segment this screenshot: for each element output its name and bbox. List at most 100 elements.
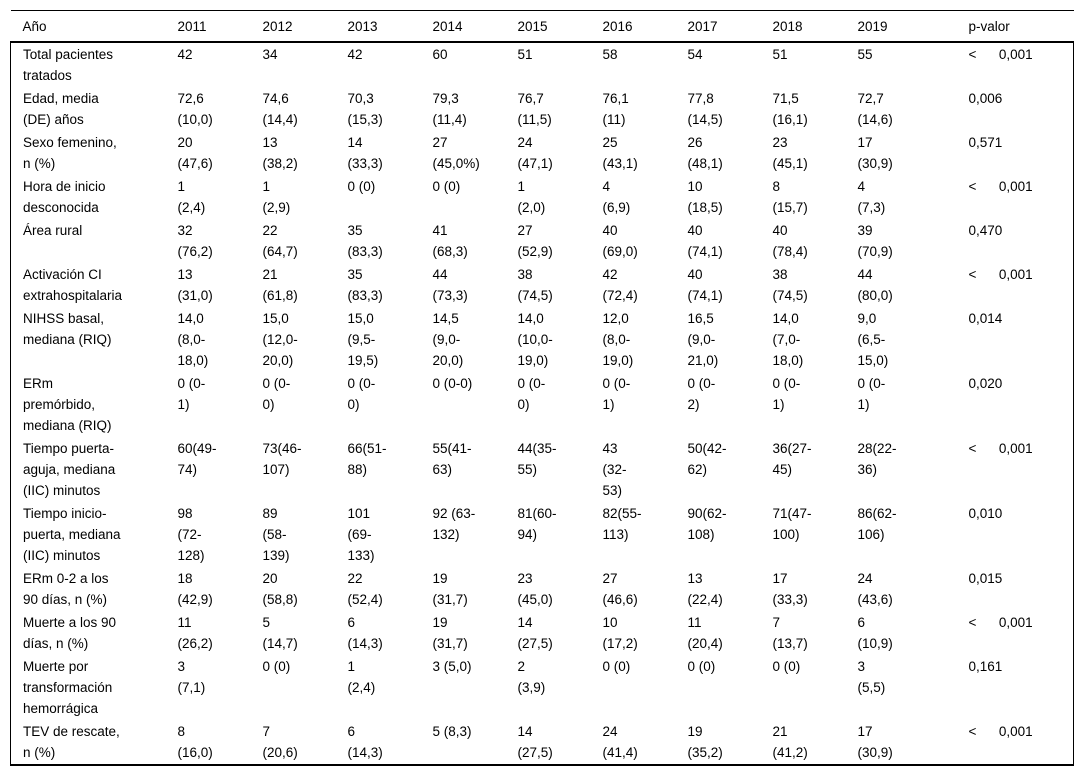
value-cell: 15,0 (12,0- 20,0) [262,311,298,368]
value-cell: 43 (32- 53) [602,441,627,498]
value-cell: 0 (0- 1) [772,376,801,412]
value-cell: 41 (68,3) [432,223,468,259]
value-cell: 58 [602,47,618,62]
value-cell: 51 [772,47,788,62]
row-label: Hora de inicio desconocida [10,175,178,219]
value-cell: 6 (14,3) [347,720,433,766]
value-cell: 17 (30,9) [857,720,943,766]
column-header-2018: 2018 [772,10,858,43]
value-cell: 71,5 (16,1) [772,91,808,127]
table-row: Tiempo inicio- puerta, mediana (IIC) min… [10,502,1074,567]
value-cell: 10 (18,5) [687,179,723,215]
table-row: ERm premórbido, mediana (RIQ) 0 (0- 1) 0 (… [10,372,1074,437]
value-cell: 92 (63- 132) [432,506,476,542]
value-cell: 14 (33,3) [347,135,383,171]
value-cell: 36(27- 45) [772,441,812,477]
row-label: Tiempo puerta- aguja, mediana (IIC) minu… [10,437,178,502]
value-cell: 42 [347,47,363,62]
column-header-2012: 2012 [262,10,348,43]
header-row: Año 2011 2012 2013 2014 2015 2016 2017 2018 2019 p… [10,10,1074,43]
value-cell: 0 (0) [772,659,801,674]
table-row: Activación CI extrahospitalaria 13 (31,0)… [10,263,1074,307]
value-cell: 1 (2,4) [347,659,376,695]
value-cell: 13 (31,0) [177,267,213,303]
value-cell: 82(55- 113) [602,506,642,542]
value-cell: 0 (0) [262,659,291,674]
value-cell: 24 (47,1) [517,135,553,171]
value-cell: 27 (46,6) [602,571,638,607]
value-cell: 21 (41,2) [772,720,858,766]
column-header-2016: 2016 [602,10,688,43]
table-row: Sexo femenino, n (%) 20 (47,6) 13 (38,2) 14… [10,131,1074,175]
value-cell: 12,0 (8,0- 19,0) [602,311,634,368]
value-cell: 25 (43,1) [602,135,638,171]
value-cell: 7 (20,6) [262,720,348,766]
value-cell: 44 (73,3) [432,267,468,303]
value-cell: 14 (27,5) [517,615,553,651]
row-label: Área rural [10,219,178,263]
value-cell: 98 (72- 128) [177,506,205,563]
value-cell: 22 (64,7) [262,223,298,259]
column-header-p-valor: p-valor [942,10,1074,43]
value-cell: 4 (7,3) [857,179,886,215]
value-cell: 40 (78,4) [772,223,808,259]
p-value-cell: 0,006 [942,87,1074,131]
column-header-2015: 2015 [517,10,603,43]
value-cell: 9,0 (6,5- 15,0) [857,311,889,368]
value-cell: 5 (8,3) [432,720,518,766]
value-cell: 20 (58,8) [262,571,298,607]
row-label: ERm 0-2 a los 90 días, n (%) [10,567,178,611]
value-cell: 60(49- 74) [177,441,217,477]
value-cell: 6 (14,3) [347,615,383,651]
table-row: Muerte a los 90 días, n (%) 11 (26,2) 5 (1… [10,611,1074,655]
value-cell: 101 (69- 133) [347,506,375,563]
column-header-2011: 2011 [177,10,263,43]
value-cell: 35 (83,3) [347,223,383,259]
value-cell: 44(35- 55) [517,441,557,477]
p-value-cell: 0,571 [942,131,1074,175]
value-cell: 60 [432,47,448,62]
value-cell: 20 (47,6) [177,135,213,171]
row-label: Tiempo inicio- puerta, mediana (IIC) min… [10,502,178,567]
value-cell: 24 (43,6) [857,571,893,607]
value-cell: 77,8 (14,5) [687,91,723,127]
value-cell: 76,1 (11) [602,91,629,127]
value-cell: 35 (83,3) [347,267,383,303]
row-label: Activación CI extrahospitalaria [10,263,178,307]
value-cell: 81(60- 94) [517,506,557,542]
value-cell: 16,5 (9,0- 21,0) [687,311,719,368]
row-label: Muerte a los 90 días, n (%) [10,611,178,655]
value-cell: 0 (0) [432,179,461,194]
value-cell: 40 (74,1) [687,223,723,259]
value-cell: 14,0 (8,0- 18,0) [177,311,209,368]
value-cell: 19 (31,7) [432,571,468,607]
value-cell: 55 [857,47,873,62]
p-value-cell: < 0,001 [942,720,1074,766]
value-cell: 26 (48,1) [687,135,723,171]
value-cell: 0 (0- 0) [262,376,291,412]
value-cell: 42 [177,47,193,62]
p-value-cell: 0,014 [942,307,1074,372]
value-cell: 71(47- 100) [772,506,812,542]
value-cell: 2 (3,9) [517,659,546,695]
column-header-2014: 2014 [432,10,518,43]
value-cell: 0 (0- 1) [602,376,631,412]
value-cell: 38 (74,5) [772,267,808,303]
value-cell: 34 [262,47,278,62]
value-cell: 44 (80,0) [857,267,893,303]
table-body: Total pacientes tratados 42 34 42 60 51 58 54 51… [10,42,1074,766]
value-cell: 51 [517,47,533,62]
value-cell: 6 (10,9) [857,615,893,651]
value-cell: 89 (58- 139) [262,506,290,563]
value-cell: 23 (45,1) [772,135,808,171]
value-cell: 39 (70,9) [857,223,893,259]
value-cell: 0 (0) [602,659,631,674]
value-cell: 1 (2,0) [517,179,546,215]
value-cell: 14,0 (10,0- 19,0) [517,311,553,368]
p-value-cell: 0,015 [942,567,1074,611]
table-row: Tiempo puerta- aguja, mediana (IIC) minu… [10,437,1074,502]
value-cell: 0 (0- 1) [177,376,206,412]
table-row: Muerte por transformación hemorrágica 3 (… [10,655,1074,720]
p-value-cell: < 0,001 [942,437,1074,502]
value-cell: 14 (27,5) [517,720,603,766]
